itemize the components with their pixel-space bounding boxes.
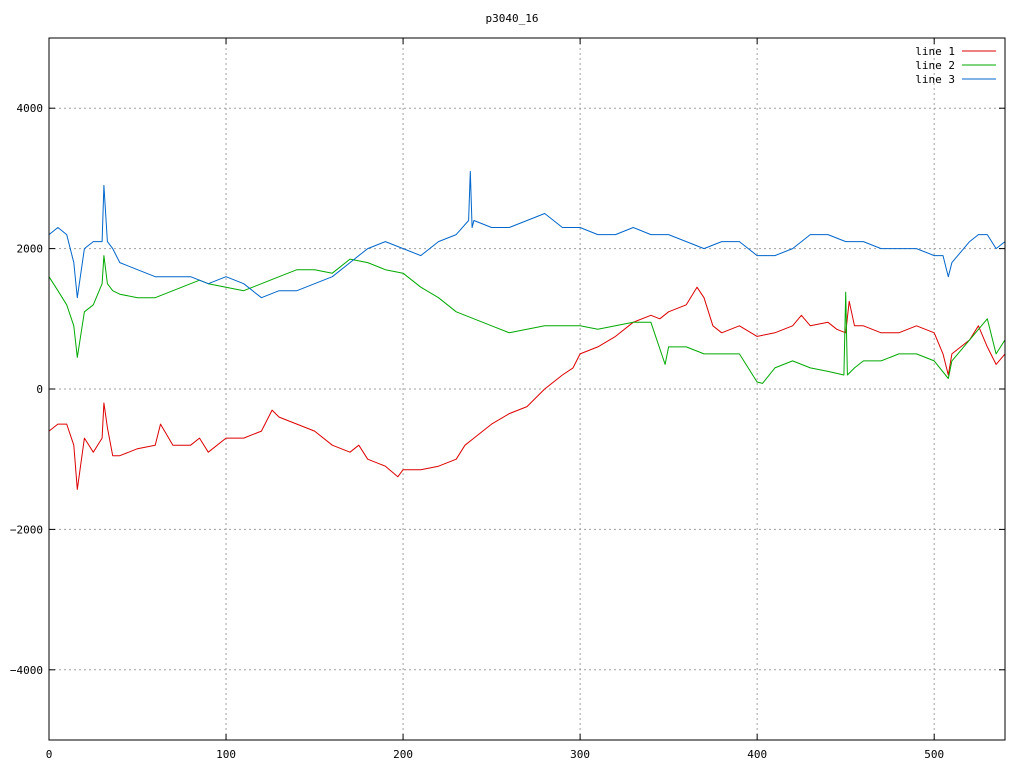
y-tick-label: −2000	[10, 523, 43, 536]
series-lines	[48, 170, 1006, 490]
x-tick-label: 300	[570, 748, 590, 761]
plot-frame	[48, 37, 1006, 741]
legend-label: line 1	[915, 45, 955, 58]
legend-label: line 2	[915, 59, 955, 72]
axis-ticks: 0 100 200 300 400 500 −4000 −2000 0 2000 4000	[10, 38, 1005, 761]
legend-label: line 3	[915, 73, 955, 86]
y-tick-label: 0	[36, 383, 43, 396]
series-line-2	[48, 255, 1006, 384]
x-tick-label: 400	[747, 748, 767, 761]
chart-title: p3040_16	[486, 12, 539, 25]
grid-lines	[49, 38, 1005, 740]
y-tick-label: −4000	[10, 664, 43, 677]
x-tick-label: 200	[393, 748, 413, 761]
series-line-3	[48, 170, 1006, 299]
x-tick-label: 0	[46, 748, 53, 761]
y-tick-label: 2000	[17, 243, 44, 256]
y-tick-label: 4000	[17, 102, 44, 115]
x-tick-label: 500	[924, 748, 944, 761]
x-tick-label: 100	[216, 748, 236, 761]
series-line-1	[48, 286, 1006, 490]
